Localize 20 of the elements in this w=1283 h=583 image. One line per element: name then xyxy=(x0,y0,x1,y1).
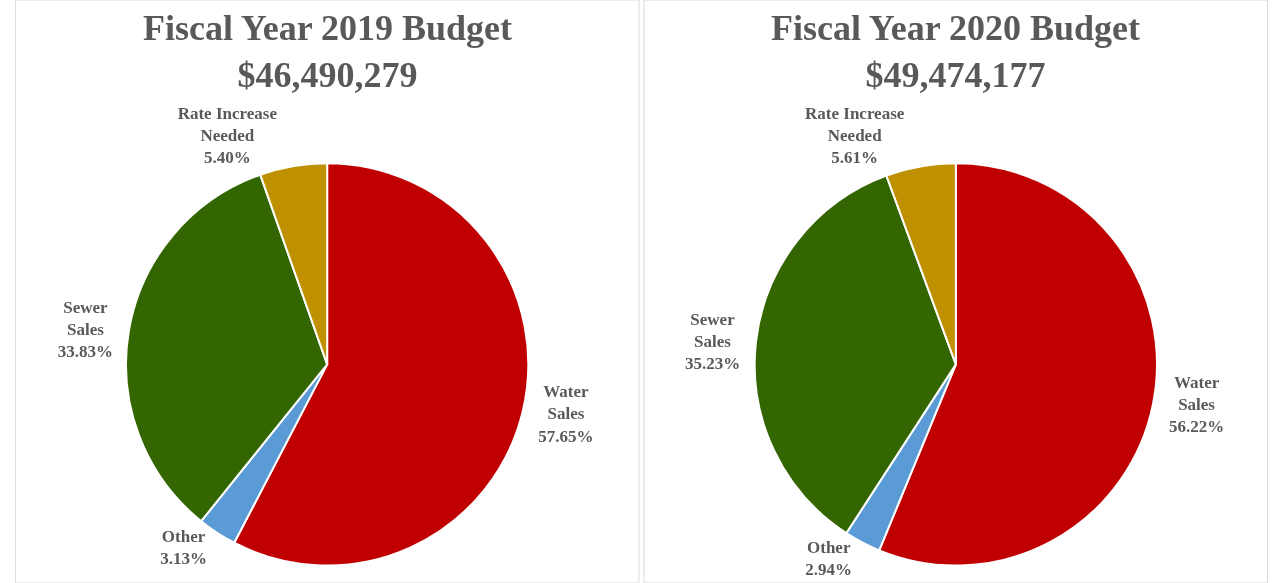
slice-label: Sewer Sales xyxy=(63,298,109,340)
data-label: 2.94% xyxy=(805,560,853,580)
data-label: 57.65% xyxy=(538,426,594,446)
chart-title: Fiscal Year 2020 Budget xyxy=(771,8,1140,48)
slice-label: Rate Increase Needed xyxy=(177,103,278,145)
data-label: 35.23% xyxy=(684,354,741,374)
data-label: 3.13% xyxy=(160,548,207,568)
chart-subtitle: $46,490,279 xyxy=(237,54,418,95)
data-label: 5.61% xyxy=(831,148,879,168)
slice-label: Sewer Sales xyxy=(690,310,736,352)
data-label: 33.83% xyxy=(57,342,114,362)
slice-label: Other xyxy=(807,538,851,558)
chart-subtitle: $49,474,177 xyxy=(865,54,1046,95)
data-label: 5.40% xyxy=(203,148,251,168)
slice-label: Water Sales xyxy=(1173,373,1220,415)
data-label: 56.22% xyxy=(1168,417,1225,437)
slice-label: Water Sales xyxy=(543,382,590,424)
slice-label: Rate Increase Needed xyxy=(805,104,905,146)
slice-label: Other xyxy=(161,526,206,546)
chart-title: Fiscal Year 2019 Budget xyxy=(143,8,512,48)
